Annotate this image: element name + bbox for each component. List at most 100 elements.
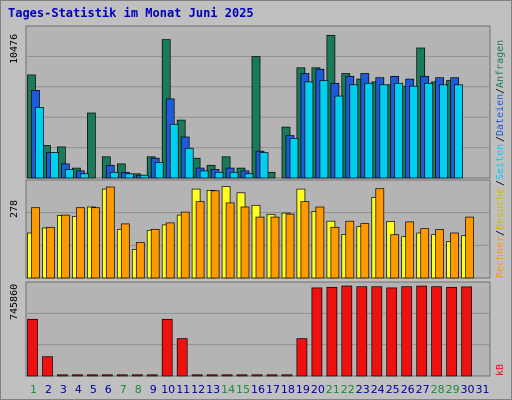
- bar-seiten-day-1: [35, 107, 44, 179]
- bar-seiten-day-28: [439, 84, 448, 179]
- bar-seiten-day-16: [259, 152, 269, 179]
- bar-seiten-day-13: [214, 171, 224, 179]
- legend-separator: /: [495, 180, 506, 186]
- x-tick-label-day-3: 3: [60, 383, 67, 396]
- bar-seiten-day-25: [394, 82, 404, 179]
- bar-kb-day-27: [416, 285, 428, 377]
- bar-seiten-day-23: [364, 82, 374, 179]
- bar-seiten-day-22: [349, 84, 359, 179]
- bar-rechner-day-1: [31, 207, 40, 279]
- bar-kb-day-11: [176, 338, 188, 377]
- bar-seiten-day-3: [65, 169, 74, 179]
- bar-seiten-day-18: [289, 138, 299, 179]
- x-tick-label-day-16: 16: [251, 383, 265, 396]
- bar-kb-day-18: [281, 374, 293, 377]
- panel-bottom-background: [25, 281, 491, 377]
- bar-rechner-day-25: [390, 234, 400, 279]
- panel-bottom-max-label: 745860: [9, 284, 20, 320]
- legend-kb: kB: [495, 364, 506, 376]
- x-tick-label-day-29: 29: [446, 383, 460, 396]
- x-tick-label-day-1: 1: [30, 383, 37, 396]
- x-tick-label-day-26: 26: [401, 383, 415, 396]
- bar-seiten-day-24: [379, 84, 389, 179]
- bar-seiten-day-27: [424, 82, 434, 179]
- legend-seiten: Seiten: [495, 144, 506, 180]
- bar-kb-day-23: [356, 286, 368, 377]
- bar-seiten-day-20: [319, 80, 329, 179]
- x-tick-label-day-9: 9: [150, 383, 157, 396]
- x-tick-label-day-11: 11: [176, 383, 190, 396]
- x-tick-label-day-21: 21: [326, 383, 340, 396]
- bar-seiten-day-26: [409, 85, 419, 179]
- bar-rechner-day-20: [315, 206, 325, 279]
- legend-dateien: Dateien: [495, 94, 506, 136]
- legend-besuche: Besuche: [495, 188, 506, 230]
- bar-rechner-day-18: [285, 213, 295, 279]
- bar-kb-day-14: [221, 374, 233, 377]
- x-tick-label-day-31: 31: [476, 383, 490, 396]
- bar-rechner-day-21: [330, 226, 340, 279]
- bar-kb-day-9: [146, 374, 158, 377]
- bar-kb-day-8: [131, 374, 143, 377]
- bar-rechner-day-7: [120, 223, 130, 279]
- bar-rechner-day-3: [61, 214, 70, 279]
- bar-kb-day-21: [326, 286, 338, 377]
- x-tick-label-day-13: 13: [206, 383, 220, 396]
- bar-seiten-day-14: [229, 171, 239, 179]
- bar-seiten-day-9: [154, 162, 164, 179]
- bar-seiten-day-10: [169, 123, 179, 179]
- legend-separator: /: [495, 136, 506, 142]
- x-tick-label-day-6: 6: [105, 383, 112, 396]
- x-tick-label-day-8: 8: [135, 383, 142, 396]
- x-tick-label-day-23: 23: [356, 383, 370, 396]
- legend-separator: /: [495, 88, 506, 94]
- bar-kb-day-20: [311, 287, 323, 377]
- bar-rechner-day-5: [91, 207, 100, 279]
- bar-rechner-day-27: [420, 228, 430, 279]
- bar-kb-day-7: [116, 374, 128, 377]
- bar-kb-day-3: [57, 374, 68, 377]
- bar-rechner-day-24: [375, 188, 385, 279]
- bar-kb-day-24: [371, 286, 383, 377]
- bar-seiten-day-29: [454, 84, 463, 179]
- bar-seiten-day-2: [50, 152, 59, 179]
- bar-kb-day-25: [386, 287, 398, 377]
- bar-rechner-day-23: [360, 223, 370, 279]
- x-tick-label-day-20: 20: [311, 383, 325, 396]
- bar-rechner-day-22: [345, 220, 355, 279]
- bar-rechner-day-9: [150, 228, 160, 279]
- bar-seiten-day-21: [334, 95, 344, 179]
- bar-kb-day-28: [431, 286, 442, 377]
- bar-rechner-day-11: [180, 211, 190, 279]
- x-tick-label-day-15: 15: [236, 383, 250, 396]
- bar-seiten-day-12: [199, 170, 209, 179]
- bar-kb-day-5: [87, 374, 98, 377]
- x-tick-label-day-14: 14: [221, 383, 235, 396]
- legend-anfragen: Anfragen: [495, 40, 506, 88]
- bar-rechner-day-30: [465, 216, 474, 279]
- bar-kb-day-26: [401, 286, 413, 377]
- x-tick-label-day-22: 22: [341, 383, 355, 396]
- panel-top-max-label: 10476: [9, 34, 20, 64]
- bar-kb-day-15: [236, 374, 248, 377]
- chart-title: Tages-Statistik im Monat Juni 2025: [8, 6, 254, 20]
- legend-rechner: Rechner: [495, 236, 506, 278]
- x-tick-label-day-10: 10: [161, 383, 175, 396]
- bar-rechner-day-13: [210, 190, 220, 279]
- bar-rechner-day-10: [165, 222, 175, 279]
- bar-kb-day-12: [191, 374, 203, 377]
- x-tick-label-day-24: 24: [371, 383, 385, 396]
- x-tick-label-day-5: 5: [90, 383, 97, 396]
- x-tick-label-day-17: 17: [266, 383, 280, 396]
- x-tick-label-day-27: 27: [416, 383, 430, 396]
- legend-separator: /: [495, 230, 506, 236]
- bar-rechner-day-29: [450, 232, 459, 279]
- x-tick-label-day-2: 2: [45, 383, 52, 396]
- bar-kb-day-2: [42, 356, 53, 377]
- bar-kb-day-19: [296, 338, 308, 377]
- bar-kb-day-1: [27, 318, 38, 377]
- bar-kb-day-17: [266, 374, 278, 377]
- bar-kb-day-30: [461, 286, 472, 377]
- x-tick-label-day-18: 18: [281, 383, 295, 396]
- bar-kb-day-16: [251, 374, 263, 377]
